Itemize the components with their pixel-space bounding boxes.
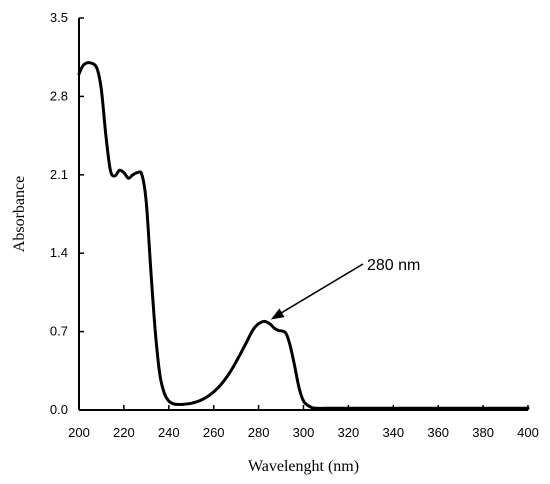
- x-tick-label: 260: [203, 425, 225, 440]
- absorbance-spectrum-line: [77, 61, 530, 410]
- x-tick-label: 220: [113, 425, 135, 440]
- x-tick-label: 320: [338, 425, 360, 440]
- x-tick-label: 280: [248, 425, 270, 440]
- x-tick-label: 340: [382, 425, 404, 440]
- x-tick-label: 400: [517, 425, 539, 440]
- y-tick-label: 1.4: [50, 245, 68, 260]
- x-axis-title: Wavelenght (nm): [248, 458, 359, 475]
- x-tick-label: 240: [158, 425, 180, 440]
- annotation-label: 280 nm: [367, 257, 420, 274]
- y-tick-label: 0.0: [50, 402, 68, 417]
- y-tick-group: 0.0 0.7 1.4 2.1 2.8 3.5: [50, 10, 84, 417]
- peak-annotation: 280 nm: [270, 257, 420, 320]
- x-tick-label: 360: [427, 425, 449, 440]
- y-axis-title: Absorbance: [11, 176, 28, 252]
- x-tick-group: 200 220 240 260 280 300 320 340 360 380 400: [68, 405, 539, 440]
- y-tick-label: 2.1: [50, 167, 68, 182]
- annotation-arrow-head: [270, 308, 285, 320]
- y-tick-label: 2.8: [50, 88, 68, 103]
- y-tick-label: 0.7: [50, 324, 68, 339]
- x-tick-label: 200: [68, 425, 90, 440]
- y-tick-label: 3.5: [50, 10, 68, 25]
- x-tick-label: 380: [472, 425, 494, 440]
- x-tick-label: 300: [293, 425, 315, 440]
- annotation-arrow-line: [276, 263, 364, 317]
